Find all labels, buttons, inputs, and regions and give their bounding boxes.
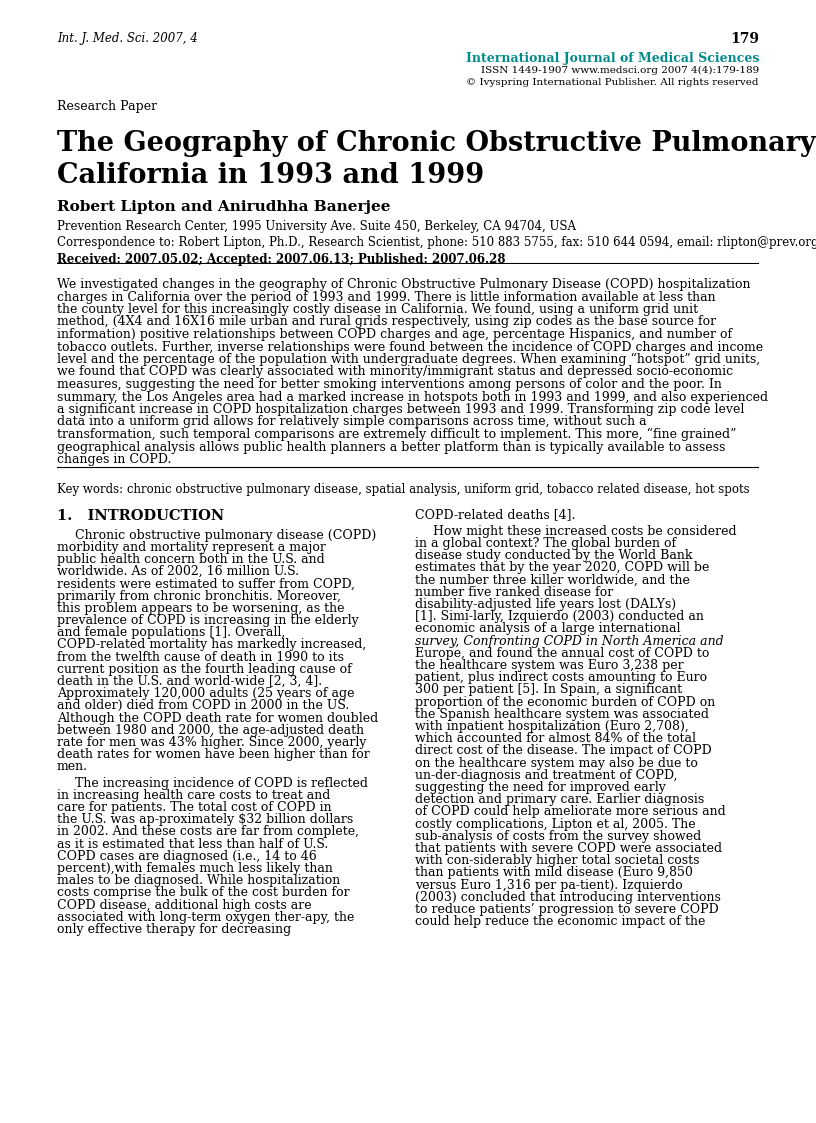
Text: Although the COPD death rate for women doubled: Although the COPD death rate for women d… — [57, 712, 379, 724]
Text: direct cost of the disease. The impact of COPD: direct cost of the disease. The impact o… — [415, 745, 712, 757]
Text: method, (4X4 and 16X16 mile urban and rural grids respectively, using zip codes : method, (4X4 and 16X16 mile urban and ru… — [57, 316, 716, 329]
Text: number five ranked disease for: number five ranked disease for — [415, 586, 614, 599]
Text: COPD disease, additional high costs are: COPD disease, additional high costs are — [57, 898, 312, 912]
Text: un-der-diagnosis and treatment of COPD,: un-der-diagnosis and treatment of COPD, — [415, 769, 677, 782]
Text: with con-siderably higher total societal costs: with con-siderably higher total societal… — [415, 855, 699, 867]
Text: Int. J. Med. Sci. 2007, 4: Int. J. Med. Sci. 2007, 4 — [57, 31, 197, 45]
Text: geographical analysis allows public health planners a better platform than is ty: geographical analysis allows public heal… — [57, 440, 725, 454]
Text: the healthcare system was Euro 3,238 per: the healthcare system was Euro 3,238 per — [415, 659, 684, 672]
Text: costly complications, Lipton et al, 2005. The: costly complications, Lipton et al, 2005… — [415, 818, 695, 831]
Text: California in 1993 and 1999: California in 1993 and 1999 — [57, 162, 484, 189]
Text: that patients with severe COPD were associated: that patients with severe COPD were asso… — [415, 842, 722, 855]
Text: this problem appears to be worsening, as the: this problem appears to be worsening, as… — [57, 602, 344, 614]
Text: in a global context? The global burden of: in a global context? The global burden o… — [415, 537, 676, 550]
Text: death in the U.S. and world-wide [2, 3, 4].: death in the U.S. and world-wide [2, 3, … — [57, 675, 322, 688]
Text: Europe, and found the annual cost of COPD to: Europe, and found the annual cost of COP… — [415, 647, 709, 659]
Text: COPD cases are diagnosed (i.e., 14 to 46: COPD cases are diagnosed (i.e., 14 to 46 — [57, 850, 317, 862]
Text: We investigated changes in the geography of Chronic Obstructive Pulmonary Diseas: We investigated changes in the geography… — [57, 279, 751, 291]
Text: transformation, such temporal comparisons are extremely difficult to implement. : transformation, such temporal comparison… — [57, 428, 736, 441]
Text: survey, Confronting COPD in North America and: survey, Confronting COPD in North Americ… — [415, 634, 724, 648]
Text: in increasing health care costs to treat and: in increasing health care costs to treat… — [57, 788, 330, 802]
Text: The increasing incidence of COPD is reflected: The increasing incidence of COPD is refl… — [75, 776, 368, 789]
Text: a significant increase in COPD hospitalization charges between 1993 and 1999. Tr: a significant increase in COPD hospitali… — [57, 403, 744, 416]
Text: residents were estimated to suffer from COPD,: residents were estimated to suffer from … — [57, 577, 355, 591]
Text: information) positive relationships between COPD charges and age, percentage His: information) positive relationships betw… — [57, 328, 732, 341]
Text: © Ivyspring International Publisher. All rights reserved: © Ivyspring International Publisher. All… — [467, 77, 759, 86]
Text: of COPD could help ameliorate more serious and: of COPD could help ameliorate more serio… — [415, 805, 725, 819]
Text: Received: 2007.05.02; Accepted: 2007.06.13; Published: 2007.06.28: Received: 2007.05.02; Accepted: 2007.06.… — [57, 253, 505, 266]
Text: 179: 179 — [730, 31, 759, 46]
Text: Robert Lipton and Anirudhha Banerjee: Robert Lipton and Anirudhha Banerjee — [57, 200, 391, 214]
Text: 1.   INTRODUCTION: 1. INTRODUCTION — [57, 509, 224, 522]
Text: estimates that by the year 2020, COPD will be: estimates that by the year 2020, COPD wi… — [415, 562, 709, 574]
Text: from the twelfth cause of death in 1990 to its: from the twelfth cause of death in 1990 … — [57, 650, 344, 664]
Text: males to be diagnosed. While hospitalization: males to be diagnosed. While hospitaliza… — [57, 874, 340, 887]
Text: 300 per patient [5]. In Spain, a significant: 300 per patient [5]. In Spain, a signifi… — [415, 683, 682, 696]
Text: to reduce patients’ progression to severe COPD: to reduce patients’ progression to sever… — [415, 903, 719, 916]
Text: prevalence of COPD is increasing in the elderly: prevalence of COPD is increasing in the … — [57, 614, 359, 627]
Text: measures, suggesting the need for better smoking interventions among persons of : measures, suggesting the need for better… — [57, 378, 722, 391]
Text: as it is estimated that less than half of U.S.: as it is estimated that less than half o… — [57, 838, 328, 850]
Text: between 1980 and 2000, the age-adjusted death: between 1980 and 2000, the age-adjusted … — [57, 723, 364, 737]
Text: and female populations [1]. Overall,: and female populations [1]. Overall, — [57, 627, 286, 639]
Text: public health concern both in the U.S. and: public health concern both in the U.S. a… — [57, 553, 325, 566]
Text: summary, the Los Angeles area had a marked increase in hotspots both in 1993 and: summary, the Los Angeles area had a mark… — [57, 391, 768, 403]
Text: suggesting the need for improved early: suggesting the need for improved early — [415, 780, 666, 794]
Text: the U.S. was ap-proximately $32 billion dollars: the U.S. was ap-proximately $32 billion … — [57, 813, 353, 827]
Text: men.: men. — [57, 760, 88, 774]
Text: How might these increased costs be considered: How might these increased costs be consi… — [433, 524, 737, 538]
Text: only effective therapy for decreasing: only effective therapy for decreasing — [57, 923, 291, 935]
Text: Approximately 120,000 adults (25 years of age: Approximately 120,000 adults (25 years o… — [57, 687, 354, 700]
Text: morbidity and mortality represent a major: morbidity and mortality represent a majo… — [57, 540, 326, 554]
Text: Key words: chronic obstructive pulmonary disease, spatial analysis, uniform grid: Key words: chronic obstructive pulmonary… — [57, 483, 750, 495]
Text: level and the percentage of the population with undergraduate degrees. When exam: level and the percentage of the populati… — [57, 353, 761, 366]
Text: which accounted for almost 84% of the total: which accounted for almost 84% of the to… — [415, 732, 696, 745]
Text: tobacco outlets. Further, inverse relationships were found between the incidence: tobacco outlets. Further, inverse relati… — [57, 340, 763, 354]
Text: death rates for women have been higher than for: death rates for women have been higher t… — [57, 748, 370, 761]
Text: The Geography of Chronic Obstructive Pulmonary Disease Across Time:: The Geography of Chronic Obstructive Pul… — [57, 130, 816, 157]
Text: detection and primary care. Earlier diagnosis: detection and primary care. Earlier diag… — [415, 793, 704, 806]
Text: versus Euro 1,316 per pa-tient). Izquierdo: versus Euro 1,316 per pa-tient). Izquier… — [415, 878, 683, 892]
Text: rate for men was 43% higher. Since 2000, yearly: rate for men was 43% higher. Since 2000,… — [57, 736, 366, 749]
Text: data into a uniform grid allows for relatively simple comparisons across time, w: data into a uniform grid allows for rela… — [57, 416, 646, 429]
Text: the number three killer worldwide, and the: the number three killer worldwide, and t… — [415, 574, 690, 586]
Text: proportion of the economic burden of COPD on: proportion of the economic burden of COP… — [415, 695, 716, 709]
Text: (2003) concluded that introducing interventions: (2003) concluded that introducing interv… — [415, 891, 721, 904]
Text: Prevention Research Center, 1995 University Ave. Suite 450, Berkeley, CA 94704, : Prevention Research Center, 1995 Univers… — [57, 220, 576, 232]
Text: care for patients. The total cost of COPD in: care for patients. The total cost of COP… — [57, 801, 331, 814]
Text: patient, plus indirect costs amounting to Euro: patient, plus indirect costs amounting t… — [415, 672, 707, 684]
Text: changes in COPD.: changes in COPD. — [57, 453, 171, 466]
Text: COPD-related deaths [4].: COPD-related deaths [4]. — [415, 509, 575, 521]
Text: we found that COPD was clearly associated with minority/immigrant status and dep: we found that COPD was clearly associate… — [57, 365, 733, 378]
Text: primarily from chronic bronchitis. Moreover,: primarily from chronic bronchitis. Moreo… — [57, 590, 341, 603]
Text: percent),with females much less likely than: percent),with females much less likely t… — [57, 861, 333, 875]
Text: economic analysis of a large international: economic analysis of a large internation… — [415, 622, 681, 636]
Text: than patients with mild disease (Euro 9,850: than patients with mild disease (Euro 9,… — [415, 866, 693, 879]
Text: sub-analysis of costs from the survey showed: sub-analysis of costs from the survey sh… — [415, 830, 701, 842]
Text: Research Paper: Research Paper — [57, 100, 157, 113]
Text: the county level for this increasingly costly disease in California. We found, u: the county level for this increasingly c… — [57, 303, 698, 316]
Text: in 2002. And these costs are far from complete,: in 2002. And these costs are far from co… — [57, 825, 359, 838]
Text: International Journal of Medical Sciences: International Journal of Medical Science… — [466, 52, 759, 65]
Text: and older) died from COPD in 2000 in the US.: and older) died from COPD in 2000 in the… — [57, 700, 349, 712]
Text: costs comprise the bulk of the cost burden for: costs comprise the bulk of the cost burd… — [57, 886, 349, 900]
Text: worldwide. As of 2002, 16 million U.S.: worldwide. As of 2002, 16 million U.S. — [57, 565, 299, 578]
Text: disease study conducted by the World Bank: disease study conducted by the World Ban… — [415, 549, 693, 563]
Text: charges in California over the period of 1993 and 1999. There is little informat: charges in California over the period of… — [57, 291, 716, 303]
Text: COPD-related mortality has markedly increased,: COPD-related mortality has markedly incr… — [57, 638, 366, 651]
Text: disability-adjusted life years lost (DALYs): disability-adjusted life years lost (DAL… — [415, 597, 676, 611]
Text: Correspondence to: Robert Lipton, Ph.D., Research Scientist, phone: 510 883 5755: Correspondence to: Robert Lipton, Ph.D.,… — [57, 236, 816, 249]
Text: ISSN 1449-1907 www.medsci.org 2007 4(4):179-189: ISSN 1449-1907 www.medsci.org 2007 4(4):… — [481, 66, 759, 75]
Text: could help reduce the economic impact of the: could help reduce the economic impact of… — [415, 915, 705, 928]
Text: associated with long-term oxygen ther-apy, the: associated with long-term oxygen ther-ap… — [57, 911, 354, 924]
Text: Chronic obstructive pulmonary disease (COPD): Chronic obstructive pulmonary disease (C… — [75, 529, 376, 541]
Text: with inpatient hospitalization (Euro 2,708),: with inpatient hospitalization (Euro 2,7… — [415, 720, 689, 733]
Text: on the healthcare system may also be due to: on the healthcare system may also be due… — [415, 757, 698, 769]
Text: current position as the fourth leading cause of: current position as the fourth leading c… — [57, 663, 352, 676]
Text: the Spanish healthcare system was associated: the Spanish healthcare system was associ… — [415, 707, 709, 721]
Text: [1]. Simi-larly, Izquierdo (2003) conducted an: [1]. Simi-larly, Izquierdo (2003) conduc… — [415, 610, 704, 623]
